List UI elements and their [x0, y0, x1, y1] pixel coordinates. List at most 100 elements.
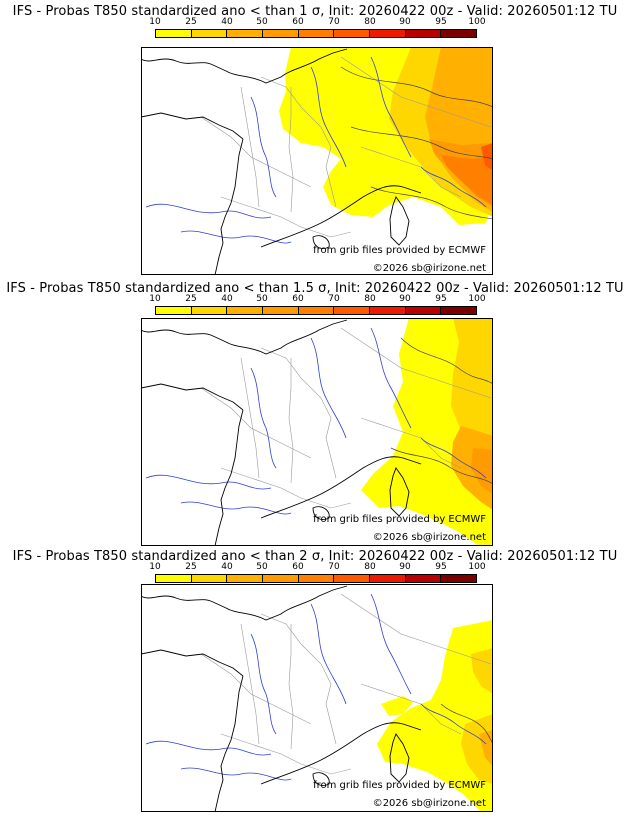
map-frame: [141, 318, 493, 546]
river-line: [310, 337, 347, 439]
border-line: [288, 624, 294, 750]
coast-line: [312, 235, 330, 249]
legend-label-60: 60: [292, 17, 304, 27]
legend-label-50: 50: [256, 562, 268, 572]
legend-label-40: 40: [221, 562, 233, 572]
map-canvas: [141, 318, 493, 546]
legend-label-40: 40: [221, 294, 233, 304]
coast-line: [260, 722, 422, 785]
map-frame: [141, 47, 493, 275]
border-line: [260, 347, 337, 479]
legend-swatch: [191, 307, 228, 314]
border-line: [220, 196, 352, 238]
legend-colorbar: [155, 306, 477, 315]
probability-area-70: [481, 143, 493, 171]
coast-line: [260, 185, 422, 248]
legend-swatch: [441, 575, 477, 582]
legend-swatch: [191, 30, 228, 37]
border-line: [340, 327, 492, 399]
probability-map: [141, 47, 493, 275]
river-line: [310, 603, 347, 705]
contour-line: [440, 703, 493, 745]
river-line: [370, 593, 412, 695]
legend-swatch: [298, 575, 335, 582]
river-line: [370, 327, 412, 429]
river-line: [250, 96, 277, 198]
river-line: [310, 66, 347, 168]
legend-label-50: 50: [256, 294, 268, 304]
border-line: [260, 613, 337, 745]
legend-label-70: 70: [328, 562, 340, 572]
probability-area-10: [377, 620, 493, 812]
border-line: [340, 593, 492, 665]
probability-shading: [279, 47, 493, 225]
legend-label-10: 10: [149, 562, 161, 572]
border-line: [200, 653, 312, 725]
data-source-credit: from grib files provided by ECMWF: [313, 245, 486, 256]
river-line: [180, 767, 292, 781]
river-line: [420, 703, 487, 745]
legend-swatch: [370, 575, 406, 582]
coast-line: [141, 383, 244, 411]
map-canvas: [141, 47, 493, 275]
coast-line: [141, 585, 348, 621]
legend-swatch: [441, 307, 477, 314]
legend-label-40: 40: [221, 17, 233, 27]
legend-label-10: 10: [149, 17, 161, 27]
copyright-credit: ©2026 sb@irizone.net: [372, 263, 486, 274]
border-line: [200, 387, 312, 459]
legend-label-70: 70: [328, 294, 340, 304]
legend-swatch: [370, 30, 406, 37]
panel-title: IFS - Probas T850 standardized ano < tha…: [12, 549, 618, 564]
legend-swatch: [227, 575, 264, 582]
legend-swatch: [334, 307, 371, 314]
legend-label-60: 60: [292, 562, 304, 572]
legend-swatch: [405, 30, 442, 37]
border-line: [220, 733, 352, 775]
legend-swatch: [405, 307, 442, 314]
river-line: [250, 367, 277, 469]
legend-swatch: [156, 575, 192, 582]
legend-label-60: 60: [292, 294, 304, 304]
data-source-credit: from grib files provided by ECMWF: [313, 780, 486, 791]
contour-line: [390, 447, 493, 485]
copyright-credit: ©2026 sb@irizone.net: [372, 798, 486, 809]
contour-lines: [440, 703, 493, 745]
river-line: [420, 437, 487, 479]
contour-line: [340, 66, 493, 108]
coast-line: [312, 772, 330, 786]
coast-line: [141, 48, 348, 84]
legend-label-80: 80: [364, 17, 376, 27]
coast-line: [214, 138, 244, 275]
legend-swatch: [441, 30, 477, 37]
map-panel-2: IFS - Probas T850 standardized ano < tha…: [0, 276, 630, 546]
legend-swatch: [156, 30, 192, 37]
river-line: [145, 203, 272, 219]
legend-swatch: [227, 307, 264, 314]
border-line: [288, 358, 294, 484]
contour-lines: [390, 337, 493, 485]
coastline: [141, 319, 422, 546]
panel-title: IFS - Probas T850 standardized ano < tha…: [12, 4, 618, 19]
coast-line: [260, 456, 422, 519]
legend-colorbar: [155, 29, 477, 38]
legend-swatch: [334, 575, 371, 582]
river-line: [180, 230, 292, 244]
legend-swatch: [263, 30, 299, 37]
coast-line: [141, 319, 348, 355]
legend-label-95: 95: [435, 294, 447, 304]
border-line: [220, 467, 352, 509]
river-line: [370, 56, 412, 158]
legend-label-25: 25: [185, 17, 197, 27]
probability-legend: 10 25 40 50 60 70 80 90 95 100: [149, 294, 486, 316]
country-borders: [200, 56, 492, 238]
copyright-credit: ©2026 sb@irizone.net: [372, 532, 486, 543]
contour-line: [400, 337, 493, 385]
legend-label-90: 90: [399, 562, 411, 572]
border-line: [240, 357, 260, 479]
legend-label-70: 70: [328, 17, 340, 27]
legend-swatch: [263, 575, 299, 582]
coast-line: [389, 733, 410, 783]
legend-label-100: 100: [468, 562, 486, 572]
border-line: [340, 56, 492, 128]
